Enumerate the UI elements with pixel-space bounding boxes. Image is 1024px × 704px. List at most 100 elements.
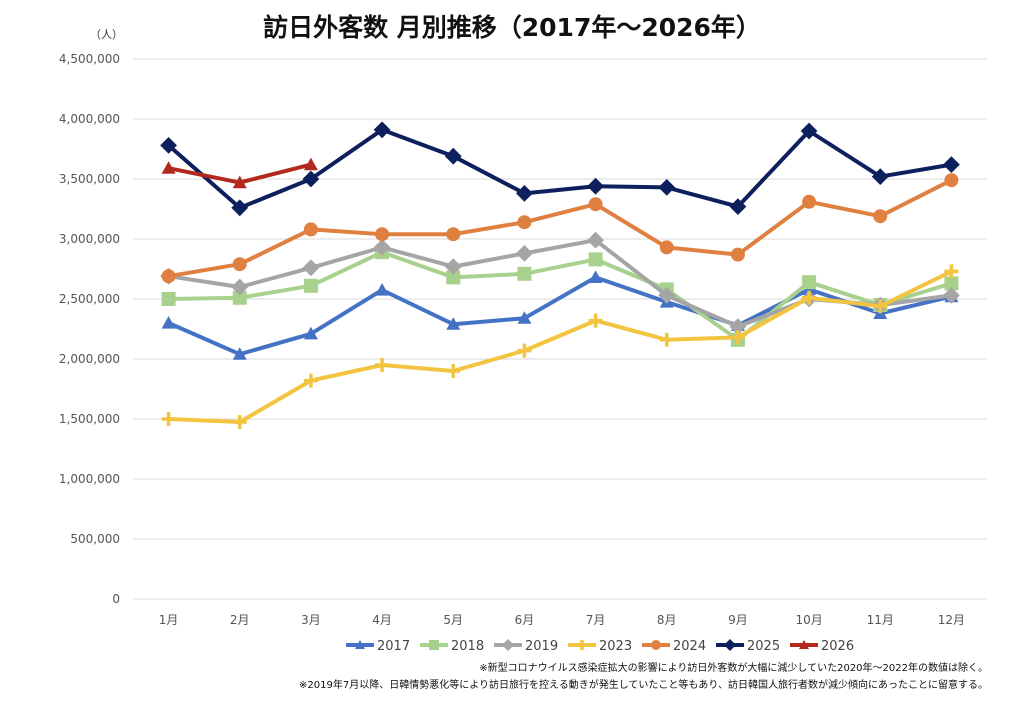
data-point-2018 [446,270,461,285]
series-line-2025 [167,127,952,210]
y-unit-label: （人） [90,28,123,41]
footnote: ※2019年7月以降、日韓情勢悪化等により訪日旅行を控える動きが発生していたこと… [299,680,988,691]
data-point-2024 [232,257,247,272]
data-point-2023 [873,299,888,314]
series-line-2024 [168,178,953,279]
data-point-2018 [802,275,817,290]
data-point-2019 [729,318,747,335]
data-point-2024 [588,197,603,212]
x-tick-label: 9月 [728,613,748,627]
x-tick-label: 12月 [938,613,965,627]
series-line-2019 [168,238,952,329]
y-tick-label: 1,000,000 [59,472,120,486]
legend-marker-2026 [799,640,809,649]
data-point-2025 [587,177,604,195]
data-point-2023 [588,313,603,328]
legend-label: 2024 [673,639,706,654]
data-point-2025 [729,198,747,215]
data-point-2025 [800,122,818,140]
data-point-2017 [232,347,247,360]
data-point-2017 [161,316,176,329]
series-line-2018 [168,250,952,342]
data-point-2017 [446,317,461,330]
x-tick-label: 5月 [443,613,463,627]
data-point-2018 [232,290,247,305]
data-point-2025 [516,185,533,202]
x-tick-label: 10月 [795,613,822,627]
data-point-2019 [373,239,391,256]
data-point-2025 [871,168,889,185]
x-tick-label: 8月 [657,613,677,627]
data-point-2025 [231,199,249,217]
data-point-2019 [302,259,320,277]
x-tick-label: 6月 [515,613,535,627]
y-tick-label: 4,500,000 [59,52,120,66]
series-line-2023 [168,269,953,424]
data-point-2019 [587,231,604,249]
y-tick-label: 2,000,000 [59,352,120,366]
data-point-2018 [517,266,532,281]
x-tick-label: 11月 [867,613,894,627]
footnote: ※新型コロナウイルス感染症拡大の影響により訪日外客数が大幅に減少していた2020… [479,663,988,674]
data-point-2023 [730,330,745,345]
legend-marker-2017 [355,640,365,649]
data-point-2017 [588,270,603,283]
data-point-2024 [730,247,745,262]
data-point-2025 [373,121,391,139]
data-point-2024 [517,215,532,230]
data-point-2026 [303,157,318,171]
data-point-2018 [161,292,176,306]
data-point-2023 [375,358,390,372]
x-tick-label: 3月 [301,613,321,627]
legend-label: 2026 [821,639,854,654]
data-point-2023 [446,364,461,378]
y-tick-label: 2,500,000 [59,292,120,306]
data-point-2024 [802,194,817,209]
data-point-2019 [943,287,960,304]
data-point-2019 [231,278,249,296]
legend-label: 2018 [451,639,484,654]
data-point-2023 [659,332,674,347]
y-tick-label: 0 [112,592,120,606]
data-point-2024 [161,269,176,284]
data-point-2017 [517,311,532,324]
chart-title: 訪日外客数 月別推移（2017年～2026年） [263,13,761,42]
data-point-2025 [444,147,462,165]
data-point-2025 [302,170,320,188]
legend-label: 2017 [377,639,410,654]
x-tick-label: 2月 [230,613,250,627]
data-point-2018 [944,276,959,291]
data-point-2018 [588,252,603,267]
data-point-2025 [943,156,960,173]
data-point-2024 [303,222,318,237]
series-line-2017 [167,275,952,357]
data-point-2023 [944,264,959,279]
data-point-2026 [232,175,247,189]
data-point-2017 [303,326,318,340]
y-tick-label: 4,000,000 [59,112,120,126]
data-point-2019 [444,258,462,275]
legend-marker-2024 [651,640,661,650]
data-point-2019 [658,287,676,304]
data-point-2024 [873,209,888,224]
x-tick-label: 7月 [586,613,606,627]
y-tick-label: 500,000 [70,532,120,546]
data-point-2026 [161,161,176,174]
data-point-2017 [375,283,390,296]
data-point-2023 [517,343,532,358]
footnotes: ※新型コロナウイルス感染症拡大の影響により訪日外客数が大幅に減少していた2020… [299,660,988,694]
x-tick-label: 4月 [372,613,392,627]
y-tick-label: 3,000,000 [59,232,120,246]
data-point-2024 [659,240,674,255]
data-point-2024 [944,173,959,188]
data-point-2023 [802,290,817,305]
data-point-2018 [303,278,318,293]
data-point-2023 [232,415,247,429]
legend-marker-2018 [429,640,439,650]
data-point-2023 [303,373,318,388]
data-point-2023 [161,412,176,426]
x-tick-label: 1月 [159,613,179,627]
data-point-2019 [516,245,533,262]
